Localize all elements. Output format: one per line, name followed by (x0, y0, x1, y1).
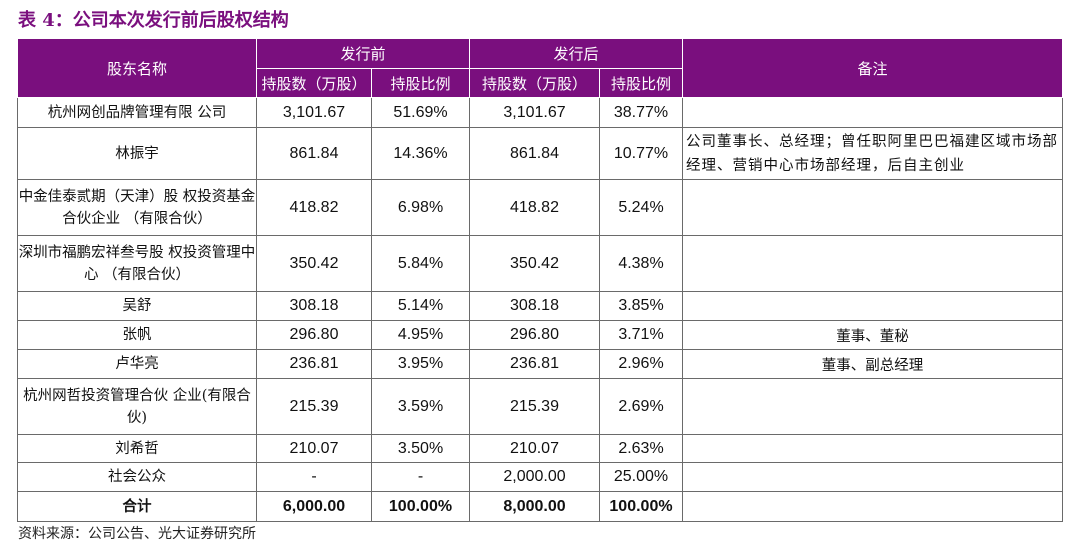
shareholder-name: 吴舒 (17, 291, 257, 321)
shareholder-name: 卢华亮 (17, 349, 257, 379)
remark (682, 179, 1063, 236)
total-after-shares: 8,000.00 (469, 491, 600, 522)
shareholder-name: 刘希哲 (17, 434, 257, 463)
before-shares: 215.39 (256, 378, 372, 435)
shareholder-name: 深圳市福鹏宏祥叁号股 权投资管理中心 （有限合伙） (17, 235, 257, 292)
table-row: 杭州网哲投资管理合伙 企业(有限合伙) 215.39 3.59% 215.39 … (17, 378, 1063, 435)
table-row: 杭州网创品牌管理有限 公司 3,101.67 51.69% 3,101.67 3… (17, 97, 1063, 128)
shareholder-name: 杭州网创品牌管理有限 公司 (17, 97, 257, 128)
after-ratio: 5.24% (599, 179, 683, 236)
before-shares: 3,101.67 (256, 97, 372, 128)
remark (682, 462, 1063, 492)
header-before-issuance: 发行前 (256, 38, 470, 69)
before-shares: 861.84 (256, 127, 372, 180)
header-remark: 备注 (682, 38, 1063, 98)
remark: 董事、董秘 (682, 320, 1063, 350)
table-row: 社会公众 - - 2,000.00 25.00% (17, 462, 1063, 492)
before-shares: 296.80 (256, 320, 372, 350)
before-ratio: 51.69% (371, 97, 470, 128)
shareholder-name: 林振宇 (17, 127, 257, 180)
shareholder-name: 社会公众 (17, 462, 257, 492)
before-ratio: - (371, 462, 470, 492)
before-ratio: 5.14% (371, 291, 470, 321)
total-after-ratio: 100.00% (599, 491, 683, 522)
table-row: 林振宇 861.84 14.36% 861.84 10.77% 公司董事长、总经… (17, 127, 1063, 180)
header-after-ratio: 持股比例 (599, 68, 683, 98)
remark: 公司董事长、总经理；曾任职阿里巴巴福建区域市场部经理、营销中心市场部经理，后自主… (682, 127, 1063, 180)
remark: 董事、副总经理 (682, 349, 1063, 379)
remark (682, 434, 1063, 463)
after-ratio: 4.38% (599, 235, 683, 292)
after-shares: 210.07 (469, 434, 600, 463)
before-shares: 308.18 (256, 291, 372, 321)
header-shareholder-name: 股东名称 (17, 38, 257, 98)
after-shares: 861.84 (469, 127, 600, 180)
after-shares: 215.39 (469, 378, 600, 435)
equity-structure-table: 股东名称 发行前 发行后 备注 持股数（万股） 持股比例 持股数（万股） 持股比… (17, 38, 1063, 522)
after-ratio: 10.77% (599, 127, 683, 180)
table-row: 刘希哲 210.07 3.50% 210.07 2.63% (17, 434, 1063, 463)
before-ratio: 14.36% (371, 127, 470, 180)
after-ratio: 2.96% (599, 349, 683, 379)
before-ratio: 3.59% (371, 378, 470, 435)
after-shares: 3,101.67 (469, 97, 600, 128)
shareholder-name: 杭州网哲投资管理合伙 企业(有限合伙) (17, 378, 257, 435)
remark (682, 235, 1063, 292)
after-shares: 350.42 (469, 235, 600, 292)
after-ratio: 38.77% (599, 97, 683, 128)
remark (682, 291, 1063, 321)
header-after-issuance: 发行后 (469, 38, 683, 69)
before-ratio: 4.95% (371, 320, 470, 350)
header-before-shares: 持股数（万股） (256, 68, 372, 98)
before-ratio: 5.84% (371, 235, 470, 292)
header-after-shares: 持股数（万股） (469, 68, 600, 98)
table-row: 张帆 296.80 4.95% 296.80 3.71% 董事、董秘 (17, 320, 1063, 350)
shareholder-name: 张帆 (17, 320, 257, 350)
table-row: 中金佳泰贰期（天津）股 权投资基金合伙企业 （有限合伙） 418.82 6.98… (17, 179, 1063, 236)
total-before-ratio: 100.00% (371, 491, 470, 522)
total-remark (682, 491, 1063, 522)
after-ratio: 2.63% (599, 434, 683, 463)
after-ratio: 3.71% (599, 320, 683, 350)
table-row: 深圳市福鹏宏祥叁号股 权投资管理中心 （有限合伙） 350.42 5.84% 3… (17, 235, 1063, 292)
table-row: 吴舒 308.18 5.14% 308.18 3.85% (17, 291, 1063, 321)
before-ratio: 6.98% (371, 179, 470, 236)
total-before-shares: 6,000.00 (256, 491, 372, 522)
before-ratio: 3.50% (371, 434, 470, 463)
after-shares: 236.81 (469, 349, 600, 379)
after-shares: 296.80 (469, 320, 600, 350)
after-ratio: 25.00% (599, 462, 683, 492)
source-note: 资料来源：公司公告、光大证券研究所 (18, 526, 256, 542)
before-ratio: 3.95% (371, 349, 470, 379)
after-ratio: 3.85% (599, 291, 683, 321)
remark (682, 97, 1063, 128)
total-row: 合计 6,000.00 100.00% 8,000.00 100.00% (17, 491, 1063, 522)
before-shares: 418.82 (256, 179, 372, 236)
table-title: 表 4：公司本次发行前后股权结构 (18, 10, 289, 31)
after-shares: 2,000.00 (469, 462, 600, 492)
shareholder-name: 中金佳泰贰期（天津）股 权投资基金合伙企业 （有限合伙） (17, 179, 257, 236)
before-shares: 236.81 (256, 349, 372, 379)
after-shares: 308.18 (469, 291, 600, 321)
after-ratio: 2.69% (599, 378, 683, 435)
remark (682, 378, 1063, 435)
after-shares: 418.82 (469, 179, 600, 236)
total-label: 合计 (17, 491, 257, 522)
header-before-ratio: 持股比例 (371, 68, 470, 98)
before-shares: 350.42 (256, 235, 372, 292)
before-shares: 210.07 (256, 434, 372, 463)
table-row: 卢华亮 236.81 3.95% 236.81 2.96% 董事、副总经理 (17, 349, 1063, 379)
before-shares: - (256, 462, 372, 492)
